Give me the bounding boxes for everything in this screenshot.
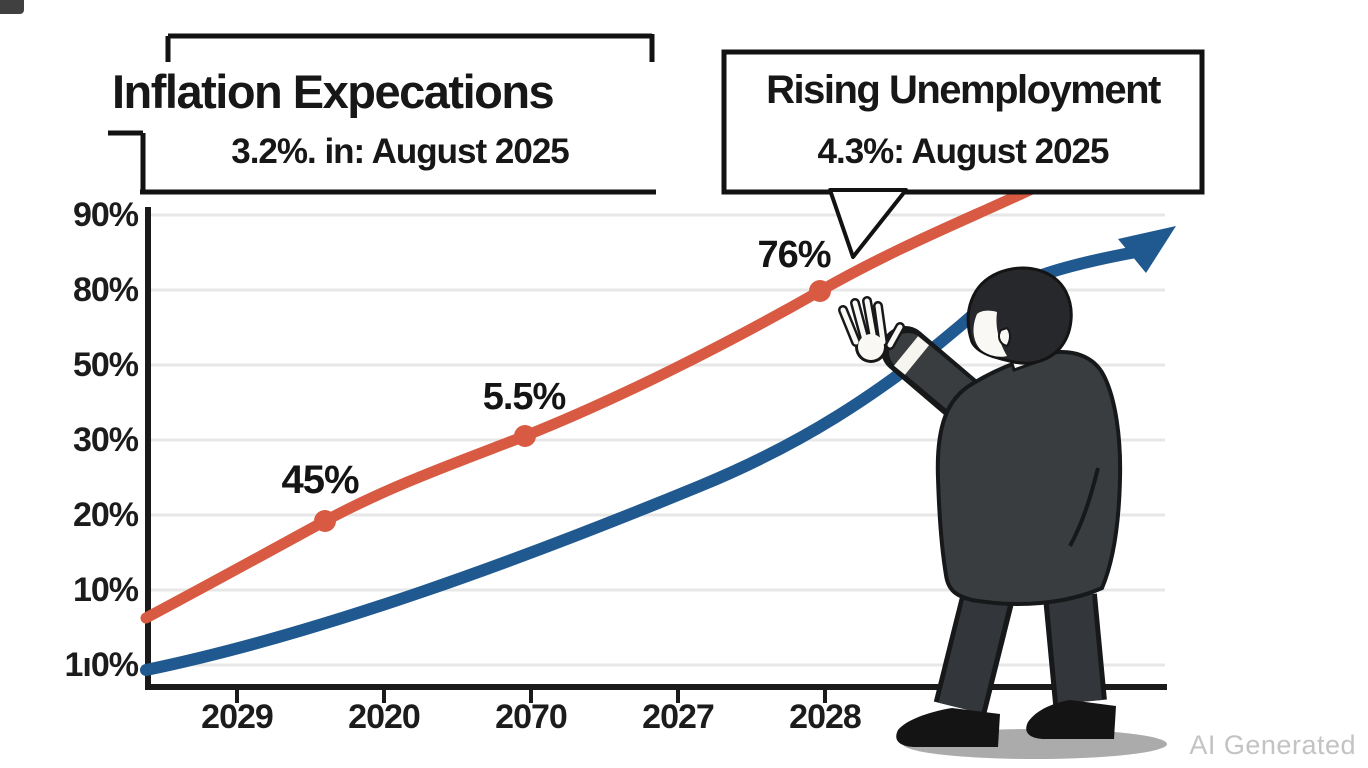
callout-unemployment-box: [721, 49, 1205, 195]
x-tick-2070: 2070: [495, 698, 568, 736]
data-label-5-5: 5.5%: [482, 376, 567, 418]
face: [973, 310, 1007, 357]
corner-artifact: [0, 0, 24, 14]
left-shoe: [896, 708, 1000, 747]
inflation-line: [140, 182, 1040, 624]
inflation-dot-5-5: [514, 425, 536, 447]
data-label-45: 45%: [281, 458, 359, 502]
trend-arrow-icon: [1118, 226, 1176, 273]
businessman-illustration: [838, 266, 1167, 759]
right-shoe: [1026, 700, 1116, 739]
y-tick-50: 50%: [72, 346, 139, 384]
inflation-line-markers: [314, 280, 831, 532]
inflation-dot-76: [809, 280, 831, 302]
data-label-76: 76%: [757, 234, 831, 276]
left-leg: [938, 588, 1010, 714]
y-tick-110: 1ı0%: [64, 646, 140, 684]
x-tick-2027: 2027: [642, 698, 715, 736]
unemployment-callout-subtitle: 4.3%: August 2025: [817, 132, 1110, 171]
shirt-cuff: [893, 336, 930, 375]
suit-torso: [935, 350, 1123, 606]
arm-behind-back-crease: [1068, 467, 1100, 547]
hand: [838, 296, 905, 363]
callout-inflation-border: [108, 33, 656, 195]
ear: [998, 326, 1011, 348]
y-tick-90: 90%: [72, 196, 139, 234]
x-axis-ticks: [235, 690, 827, 703]
y-tick-20: 20%: [72, 496, 139, 534]
x-tick-2029: 2029: [201, 698, 274, 736]
y-tick-10: 10%: [72, 571, 139, 609]
y-tick-80: 80%: [72, 271, 139, 309]
right-leg: [1048, 591, 1102, 705]
y-tick-30: 30%: [72, 421, 139, 459]
inflation-callout-subtitle: 3.2%. in: August 2025: [231, 132, 570, 171]
axes: [145, 207, 1167, 703]
x-tick-2020: 2020: [348, 698, 421, 736]
inflation-dot-45: [314, 510, 336, 532]
inflation-callout-title: Inflation Expecations: [112, 65, 555, 118]
gridlines: [150, 213, 1165, 667]
ai-generated-watermark: AI Generated: [1189, 730, 1356, 760]
x-tick-2028: 2028: [789, 698, 862, 736]
speech-bubble-tail: [828, 188, 908, 259]
unemployment-callout-title: Rising Unemployment: [766, 68, 1161, 112]
